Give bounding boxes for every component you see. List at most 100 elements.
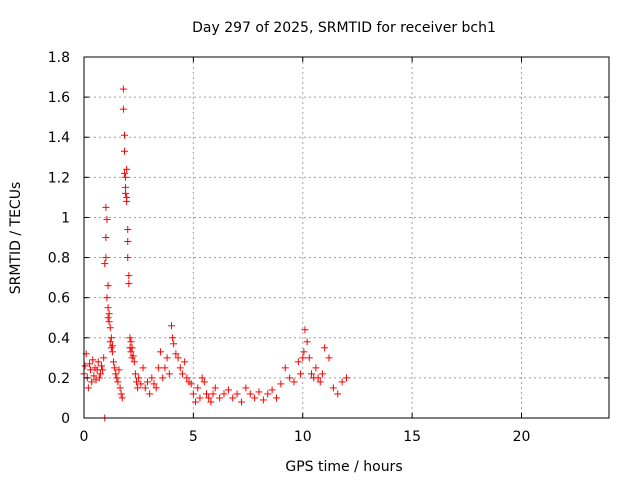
data-point <box>334 390 342 398</box>
x-tick-label: 10 <box>294 429 312 445</box>
data-point <box>112 370 120 378</box>
data-point <box>122 189 130 197</box>
data-point <box>174 354 182 362</box>
data-point <box>154 364 162 372</box>
y-tick-label: 0 <box>61 411 70 427</box>
data-point <box>176 364 184 372</box>
data-point <box>170 340 178 348</box>
data-point <box>95 374 103 382</box>
y-tick-label: 1 <box>61 210 70 226</box>
data-point <box>120 169 128 177</box>
data-point <box>325 354 333 362</box>
data-point <box>100 354 108 362</box>
data-point <box>129 352 137 360</box>
data-point <box>224 386 232 394</box>
data-point <box>105 310 113 318</box>
data-point <box>316 378 324 386</box>
y-tick-label: 0.4 <box>48 331 70 347</box>
data-point <box>141 384 149 392</box>
data-point <box>135 374 143 382</box>
data-point <box>105 318 113 326</box>
data-point <box>268 386 276 394</box>
data-point <box>113 374 121 382</box>
data-point <box>119 85 127 93</box>
data-point <box>152 384 160 392</box>
x-tick-label: 20 <box>513 429 531 445</box>
data-point <box>134 384 142 392</box>
data-point <box>106 324 114 332</box>
data-point <box>146 390 154 398</box>
data-point <box>87 366 95 374</box>
data-point <box>343 374 350 382</box>
data-point <box>157 348 165 356</box>
x-tick-label: 15 <box>403 429 421 445</box>
data-point <box>125 280 133 288</box>
data-point <box>294 358 302 366</box>
data-point <box>124 225 132 233</box>
chart-title: Day 297 of 2025, SRMTID for receiver bch… <box>192 20 496 36</box>
data-point <box>101 260 109 268</box>
data-point <box>106 338 114 346</box>
data-point <box>84 384 92 392</box>
data-point <box>108 348 116 356</box>
data-point <box>88 378 96 386</box>
data-point <box>299 354 307 362</box>
data-point <box>111 364 119 372</box>
data-point <box>169 334 177 342</box>
data-point <box>148 374 156 382</box>
y-tick-label: 1.4 <box>48 130 70 146</box>
data-point <box>178 370 186 378</box>
y-tick-label: 0.6 <box>48 291 70 307</box>
data-point <box>305 354 313 362</box>
data-point <box>104 282 112 290</box>
data-point <box>124 254 132 262</box>
data-point <box>290 378 298 386</box>
data-point <box>81 362 89 370</box>
y-tick-label: 0.8 <box>48 251 70 267</box>
data-point <box>286 374 294 382</box>
data-point <box>216 394 224 402</box>
data-point <box>110 358 118 366</box>
data-point <box>321 344 329 352</box>
data-point <box>104 314 112 322</box>
y-tick-label: 1.2 <box>48 170 70 186</box>
data-point <box>119 105 127 113</box>
data-point <box>128 344 136 352</box>
data-point <box>125 272 133 280</box>
data-point <box>198 374 206 382</box>
data-point <box>259 396 267 404</box>
data-point <box>122 183 130 191</box>
data-point <box>127 348 135 356</box>
data-point <box>102 234 110 241</box>
data-point <box>131 370 139 378</box>
data-point <box>96 370 104 378</box>
data-point <box>181 358 189 366</box>
data-point <box>251 394 259 402</box>
data-point <box>205 394 213 402</box>
data-point <box>118 394 126 402</box>
data-point <box>90 372 98 380</box>
axis-ticks: 0 0.2 0.4 0.6 0.8 1 1.2 1.4 1.6 1.8 0 5 10 15 20 <box>48 50 609 445</box>
data-point <box>264 390 272 398</box>
data-point <box>238 398 245 406</box>
data-point <box>139 364 147 372</box>
data-point <box>108 342 116 350</box>
data-point <box>123 193 131 201</box>
data-point <box>165 370 173 378</box>
data-point <box>85 360 93 368</box>
data-point <box>159 374 167 382</box>
x-tick-label: 0 <box>80 429 89 445</box>
data-point <box>220 390 228 398</box>
data-point <box>211 384 219 392</box>
data-point <box>314 374 322 382</box>
data-point <box>161 364 169 372</box>
y-tick-label: 1.6 <box>48 90 70 106</box>
data-point <box>246 390 254 398</box>
data-point <box>104 304 112 312</box>
data-point <box>150 380 158 388</box>
x-axis-label: GPS time / hours <box>285 459 402 475</box>
data-point <box>137 380 145 388</box>
data-point <box>194 384 202 392</box>
